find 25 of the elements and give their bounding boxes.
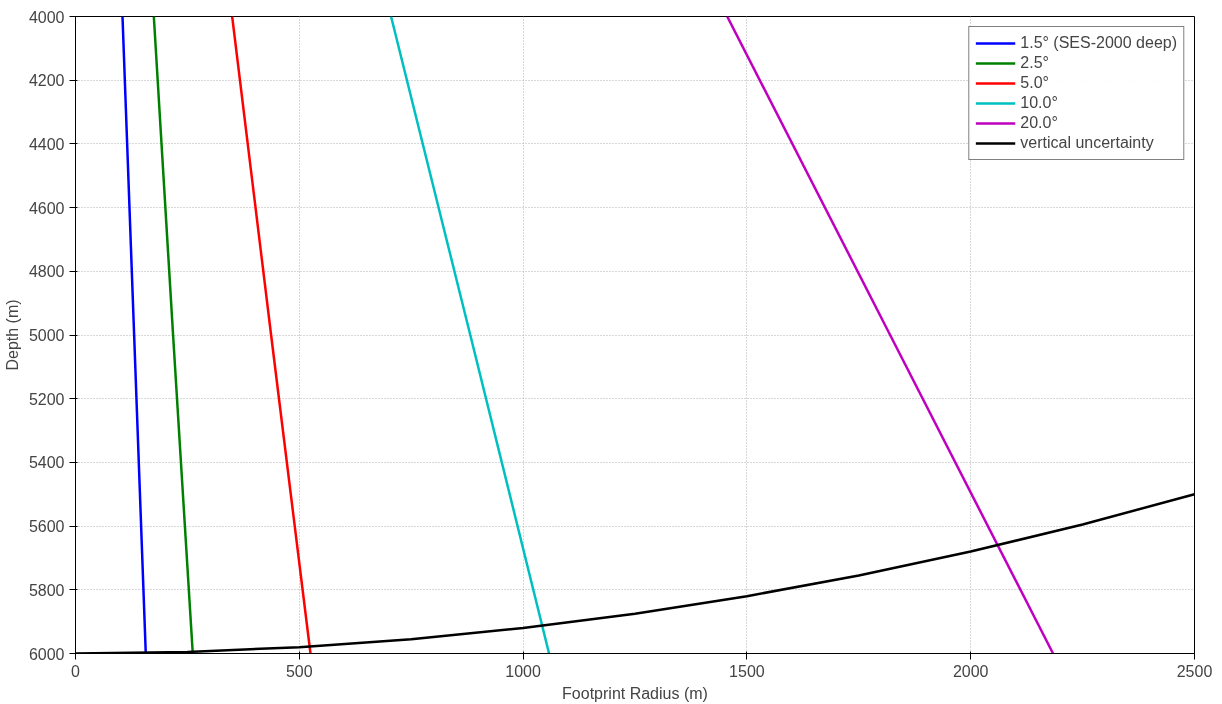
- y-tick-label: 6000: [28, 645, 65, 663]
- y-tick-label: 4800: [28, 263, 65, 281]
- y-tick-label: 4400: [28, 135, 65, 153]
- y-tick-label: 4600: [28, 199, 65, 217]
- y-tick-label: 5000: [28, 327, 65, 344]
- x-axis-title: Footprint Radius (m): [562, 684, 708, 702]
- x-tick-label: 1000: [505, 662, 541, 680]
- x-tick-label: 0: [71, 662, 81, 680]
- legend-label: vertical uncertainty: [1020, 134, 1154, 152]
- y-axis-title: Depth (m): [3, 299, 21, 371]
- y-tick-label: 5600: [28, 518, 65, 536]
- y-tick-label: 5200: [28, 390, 65, 408]
- legend-label: 2.5°: [1020, 54, 1049, 72]
- legend-label: 20.0°: [1020, 114, 1058, 132]
- y-tick-label: 5400: [28, 454, 65, 472]
- legend-label: 1.5° (SES-2000 deep): [1020, 34, 1177, 52]
- legend-label: 10.0°: [1020, 94, 1058, 112]
- y-tick-label: 5800: [28, 581, 65, 599]
- y-tick-label: 4000: [28, 8, 65, 26]
- x-tick-label: 1500: [729, 662, 765, 680]
- x-tick-label: 2000: [952, 662, 989, 680]
- y-tick-label: 4200: [28, 72, 65, 90]
- x-tick-label: 2500: [1176, 662, 1213, 680]
- x-tick-label: 500: [285, 662, 313, 680]
- legend-label: 5.0°: [1020, 74, 1049, 92]
